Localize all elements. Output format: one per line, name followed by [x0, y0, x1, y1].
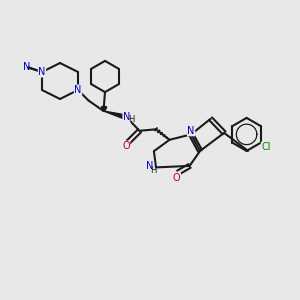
Text: O: O: [122, 141, 130, 151]
Text: N: N: [74, 85, 82, 95]
Text: H: H: [150, 167, 156, 176]
Text: O: O: [173, 172, 181, 183]
Text: N: N: [146, 161, 154, 171]
Text: N: N: [23, 62, 31, 72]
Text: H: H: [128, 116, 134, 124]
Polygon shape: [103, 111, 124, 118]
Text: N: N: [188, 126, 195, 136]
Text: N: N: [38, 67, 46, 77]
Text: N: N: [123, 112, 130, 122]
Text: Cl: Cl: [261, 142, 271, 152]
